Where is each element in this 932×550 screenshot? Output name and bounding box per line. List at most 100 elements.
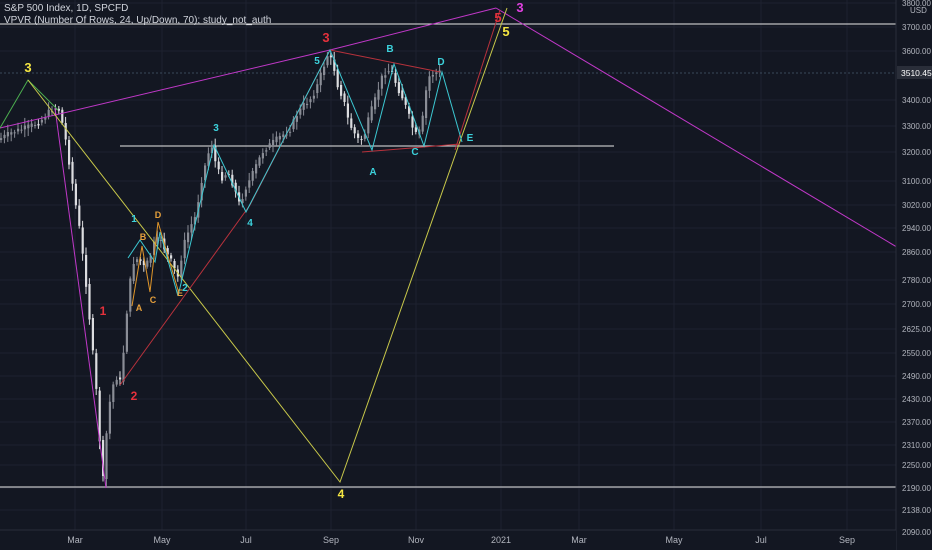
price-tick-label: 2250.00 [902,461,931,470]
candle-body [13,132,16,134]
wave-label: 1 [131,214,137,225]
candle-body [265,150,268,152]
candle-body [374,97,377,110]
indicator-legend: VPVR (Number Of Rows, 24, Up/Down, 70); … [4,15,272,26]
time-tick-label: Jul [755,535,767,545]
time-tick-label: Sep [323,535,339,545]
candle-body [312,95,315,99]
candle-body [132,263,135,282]
candle-body [248,180,251,188]
candle-body [78,205,81,226]
candle-body [295,116,298,122]
candle-body [224,175,227,178]
candle-body [40,119,43,123]
wave-label: 1 [100,304,107,318]
candle-body [384,75,387,78]
time-tick-label: May [665,535,683,545]
price-tick-label: 3300.00 [902,122,931,131]
candle-body [425,90,428,118]
candle-body [404,97,407,105]
candle-body [217,161,220,170]
candle-body [346,103,349,118]
price-tick-label: 3020.00 [902,201,931,210]
candle-body [214,145,217,162]
candle-body [360,139,363,141]
candle-body [27,124,30,129]
wave-label: 4 [338,487,345,501]
wave-label: 5 [494,10,501,25]
candle-body [221,172,224,181]
candle-body [299,108,302,115]
candle-body [377,89,380,100]
candle-body [142,261,145,266]
candle-body [231,174,234,186]
projected-decline-line [495,7,932,269]
candle-body [289,131,292,133]
crash-trendline [54,107,107,489]
candle-body [57,108,60,111]
wave-red-final [454,9,501,151]
candle-body [302,102,305,110]
candle-body [401,90,404,99]
price-tick-label: 2138.00 [902,506,931,515]
candle-body [159,239,162,241]
candle-body [20,129,23,131]
time-tick-label: Sep [839,535,855,545]
wave-label: 4 [247,218,253,229]
time-tick-label: May [153,535,171,545]
price-tick-label: 3700.00 [902,23,931,32]
wave-label: A [369,167,376,178]
candle-body [343,93,346,102]
horizontal-levels [0,23,896,488]
time-tick-label: Nov [408,535,425,545]
time-tick-label: Mar [67,535,83,545]
candle-body [102,440,105,477]
candle-body [37,123,40,126]
candle-body [282,134,285,137]
candle-body [187,232,190,243]
candle-body [180,260,183,277]
price-tick-label: 2550.00 [902,349,931,358]
candle-body [261,153,264,159]
candle-body [34,125,37,127]
candle-body [17,128,20,132]
candle-body [363,134,366,139]
price-tick-label: 2090.00 [902,528,931,537]
candle-body [136,259,139,262]
price-axis[interactable]: 3800.00 3700.00 3600.00 3400.00 3300.00 3200.… [895,0,932,550]
candle-body [421,115,424,132]
candle-body [207,153,210,166]
candle-body [387,71,390,73]
price-axis-bg [896,0,932,550]
wave-label: C [150,295,157,305]
candle-body [340,85,343,96]
candle-body [190,224,193,233]
candle-body [156,237,159,244]
candle-body [251,170,254,181]
candle-body [258,157,261,166]
candle-body [173,261,176,269]
candle-body [357,133,360,138]
candle-body [3,134,6,139]
wave-label: 3 [24,60,31,75]
time-axis[interactable]: Mar May Jul Sep Nov 2021 Mar May Jul Sep [0,529,896,550]
candle-body [170,255,173,259]
price-tick-label: 3100.00 [902,177,931,186]
wave-yellow [27,7,508,484]
candle-body [129,278,132,312]
candle-body [149,255,152,263]
candle-body [227,174,230,176]
wave-label: C [411,147,418,158]
candle-body [119,377,122,380]
candle-body [193,217,196,225]
wave-lines [0,7,932,489]
price-tick-label: 2430.00 [902,395,931,404]
candle-body [244,189,247,197]
candle-body [204,165,207,180]
price-tick-label: 2780.00 [902,276,931,285]
candle-body [6,132,9,137]
price-tick-label: 2310.00 [902,441,931,450]
candle-body [166,248,169,255]
